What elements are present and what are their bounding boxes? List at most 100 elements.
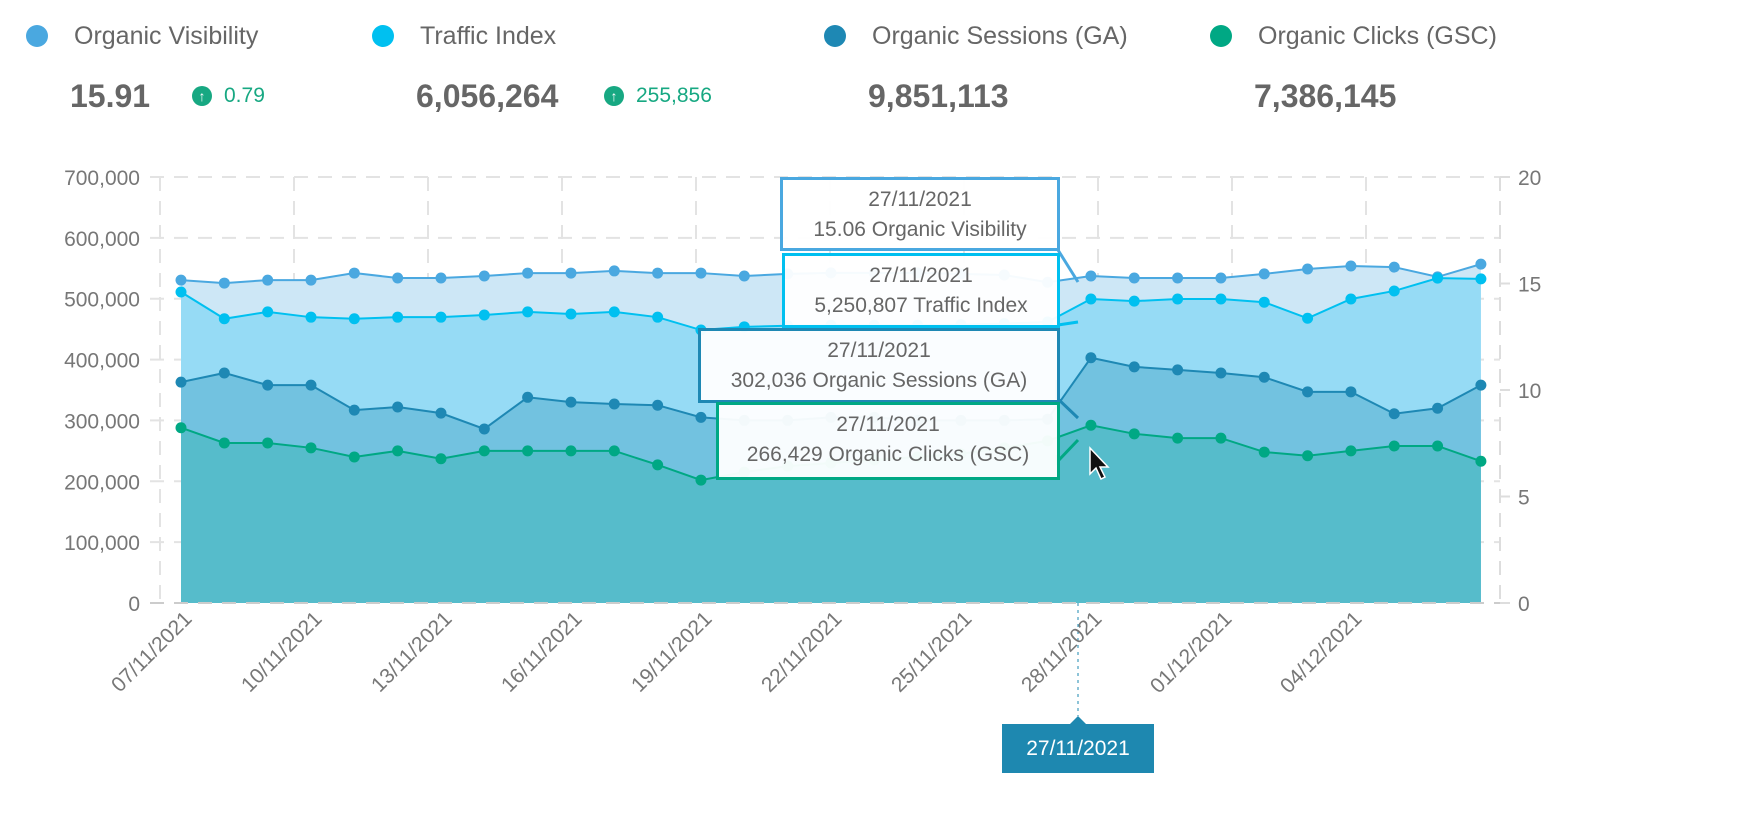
data-point	[1475, 273, 1487, 285]
x-tick-label: 10/11/2021	[237, 607, 326, 696]
tooltip-value: 5,250,807 Traffic Index	[814, 294, 1028, 317]
data-point	[1085, 419, 1097, 431]
data-point	[478, 445, 490, 457]
data-point	[392, 272, 404, 284]
tooltip-date: 27/11/2021	[836, 413, 940, 436]
legend-dot-icon	[1210, 25, 1232, 47]
tooltip-clicks: 27/11/2021 266,429 Organic Clicks (GSC)	[716, 402, 1060, 480]
y-left-tick-label: 700,000	[64, 167, 140, 190]
tooltip-value: 302,036 Organic Sessions (GA)	[730, 369, 1028, 392]
data-point	[1172, 364, 1184, 376]
data-point	[1128, 295, 1140, 307]
data-point	[218, 437, 230, 449]
data-point	[608, 265, 620, 277]
arrow-up-circle-icon: ↑	[192, 86, 212, 106]
kpi-value: 15.91	[70, 78, 151, 114]
y-right-tick-label: 10	[1518, 380, 1541, 403]
kpi-organic-visibility[interactable]: Organic Visibility 15.91 ↑ 0.79	[26, 14, 265, 114]
data-point	[1475, 455, 1487, 467]
x-tick-label: 28/11/2021	[1017, 607, 1106, 696]
data-point	[435, 407, 447, 419]
tooltip-date: 27/11/2021	[869, 264, 973, 287]
y-left-tick-label: 0	[128, 593, 140, 616]
kpi-organic-sessions[interactable]: Organic Sessions (GA) 9,851,113	[824, 14, 1128, 114]
data-point	[392, 401, 404, 413]
kpi-change: ↑ 255,856	[604, 84, 712, 108]
data-point	[1128, 428, 1140, 440]
kpi-label: Organic Visibility	[74, 21, 259, 50]
data-point	[695, 267, 707, 279]
data-point	[348, 313, 360, 325]
data-point	[1128, 272, 1140, 284]
data-point	[348, 451, 360, 463]
x-tick-label: 01/12/2021	[1146, 607, 1237, 698]
data-point	[175, 376, 187, 388]
data-point	[478, 423, 490, 435]
data-point	[1215, 272, 1227, 284]
data-point	[435, 272, 447, 284]
data-point	[522, 445, 534, 457]
data-point	[652, 399, 664, 411]
data-point	[1388, 440, 1400, 452]
data-point	[218, 277, 230, 289]
data-point	[1432, 402, 1444, 414]
kpi-label: Organic Clicks (GSC)	[1258, 21, 1497, 50]
data-point	[305, 311, 317, 323]
data-point	[1172, 293, 1184, 305]
data-point	[1085, 270, 1097, 282]
data-point	[738, 270, 750, 282]
data-point	[478, 309, 490, 321]
data-point	[1345, 386, 1357, 398]
x-tick-label: 07/11/2021	[107, 607, 196, 696]
data-point	[565, 267, 577, 279]
data-point	[305, 274, 317, 286]
data-point	[608, 398, 620, 410]
x-tick-label: 16/11/2021	[497, 607, 586, 696]
tooltip-value: 266,429 Organic Clicks (GSC)	[746, 443, 1030, 466]
kpi-organic-clicks[interactable]: Organic Clicks (GSC) 7,386,145	[1210, 14, 1497, 114]
tooltip-value: 15.06 Organic Visibility	[813, 218, 1027, 241]
x-tick-label: 13/11/2021	[367, 607, 456, 696]
tooltip-date: 27/11/2021	[827, 339, 931, 362]
data-point	[1258, 268, 1270, 280]
y-left-tick-label: 100,000	[64, 532, 140, 555]
kpi-value: 7,386,145	[1254, 78, 1397, 114]
y-left-tick-label: 500,000	[64, 289, 140, 312]
y-left-tick-label: 300,000	[64, 410, 140, 433]
y-left-tick-label: 600,000	[64, 228, 140, 251]
data-point	[1302, 312, 1314, 324]
data-point	[218, 367, 230, 379]
kpi-traffic-index[interactable]: Traffic Index 6,056,264 ↑ 255,856	[372, 14, 712, 114]
data-point	[175, 422, 187, 434]
data-point	[1258, 446, 1270, 458]
data-point	[392, 445, 404, 457]
data-point	[652, 459, 664, 471]
data-point	[1345, 445, 1357, 457]
x-tick-label: 25/11/2021	[887, 607, 976, 696]
data-point	[1345, 260, 1357, 272]
data-point	[262, 379, 274, 391]
data-point	[1085, 352, 1097, 364]
data-point	[652, 267, 664, 279]
x-tick-label: 22/11/2021	[757, 607, 846, 696]
data-point	[1172, 432, 1184, 444]
data-point	[1432, 272, 1444, 284]
data-point	[435, 453, 447, 465]
data-point	[348, 267, 360, 279]
data-point	[1258, 371, 1270, 383]
y-right-tick-label: 0	[1518, 593, 1530, 616]
data-point	[262, 306, 274, 318]
kpi-value: 9,851,113	[868, 78, 1009, 114]
data-point	[1172, 272, 1184, 284]
data-point	[1302, 450, 1314, 462]
data-point	[175, 274, 187, 286]
legend-dot-icon	[824, 25, 846, 47]
legend-dot-icon	[372, 25, 394, 47]
data-point	[348, 404, 360, 416]
data-point	[218, 313, 230, 325]
series-area-3	[181, 425, 1481, 603]
y-left-tick-label: 400,000	[64, 350, 140, 373]
y-right-tick-label: 5	[1518, 487, 1530, 510]
data-point	[565, 445, 577, 457]
